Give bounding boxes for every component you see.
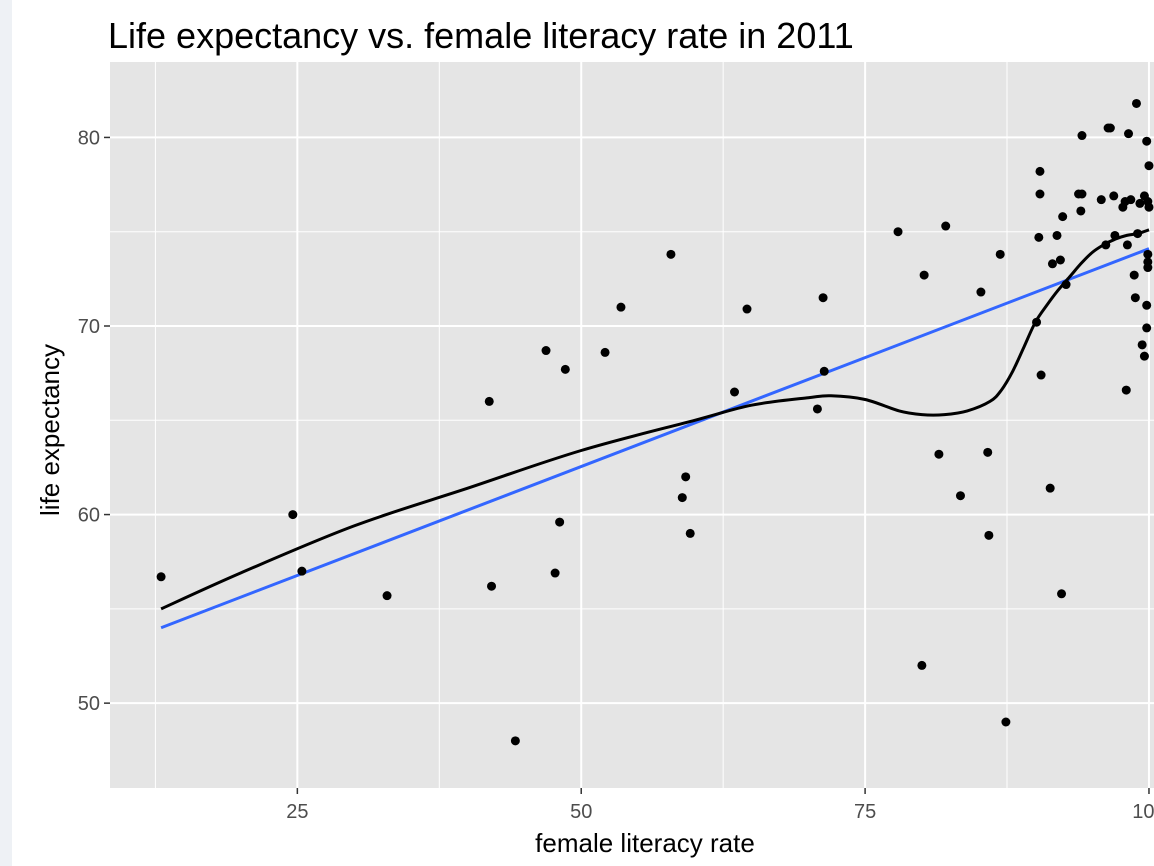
data-point bbox=[1121, 385, 1131, 395]
data-point bbox=[1047, 259, 1057, 269]
data-point bbox=[1142, 136, 1152, 146]
data-point bbox=[1109, 191, 1119, 201]
data-point bbox=[487, 581, 497, 591]
data-point bbox=[934, 449, 944, 459]
x-axis-ticks: 25 50 75 100 bbox=[286, 788, 1154, 823]
data-point bbox=[976, 287, 986, 297]
data-point bbox=[1144, 202, 1154, 212]
data-point bbox=[1110, 230, 1120, 240]
data-point bbox=[919, 270, 929, 280]
minor-gridlines bbox=[110, 62, 1154, 798]
data-point bbox=[510, 736, 520, 746]
data-point bbox=[955, 491, 965, 501]
data-point bbox=[812, 404, 822, 414]
fit-lines bbox=[160, 228, 1150, 630]
data-point bbox=[1077, 189, 1087, 199]
linear-fit-line bbox=[160, 247, 1150, 630]
data-points bbox=[156, 98, 1154, 746]
data-point bbox=[677, 493, 687, 503]
data-point bbox=[156, 572, 166, 582]
data-point bbox=[1142, 323, 1152, 333]
data-point bbox=[541, 346, 551, 356]
x-axis-title: female literacy rate bbox=[535, 828, 755, 858]
data-point bbox=[685, 528, 695, 538]
data-point bbox=[555, 517, 565, 527]
y-tick-label: 60 bbox=[78, 505, 100, 527]
data-point bbox=[995, 249, 1005, 259]
data-point bbox=[742, 304, 752, 314]
data-point bbox=[681, 472, 691, 482]
data-point bbox=[1101, 240, 1111, 250]
data-point bbox=[1130, 293, 1140, 303]
x-tick-label: 75 bbox=[854, 801, 876, 823]
x-tick-label: 25 bbox=[286, 801, 308, 823]
data-point bbox=[1126, 195, 1136, 205]
plot-panel bbox=[110, 62, 1154, 788]
data-point bbox=[1034, 232, 1044, 242]
data-point bbox=[941, 221, 951, 231]
data-point bbox=[1032, 317, 1042, 327]
data-point bbox=[1058, 212, 1068, 222]
data-point bbox=[1045, 483, 1055, 493]
y-tick-label: 80 bbox=[78, 127, 100, 149]
data-point bbox=[297, 566, 307, 576]
y-tick-label: 70 bbox=[78, 316, 100, 338]
data-point bbox=[1052, 230, 1062, 240]
data-point bbox=[1139, 351, 1149, 361]
data-point bbox=[1001, 717, 1011, 727]
y-axis-title: life expectancy bbox=[35, 344, 65, 516]
data-point bbox=[1143, 263, 1153, 273]
data-point bbox=[1122, 240, 1132, 250]
data-point bbox=[288, 510, 298, 520]
data-point bbox=[1076, 206, 1086, 216]
y-tick-label: 50 bbox=[78, 693, 100, 715]
data-point bbox=[550, 568, 560, 578]
chart-title: Life expectancy vs. female literacy rate… bbox=[108, 15, 854, 56]
data-point bbox=[600, 347, 610, 357]
data-point bbox=[1036, 370, 1046, 380]
data-point bbox=[983, 447, 993, 457]
data-point bbox=[666, 249, 676, 259]
data-point bbox=[984, 530, 994, 540]
data-point bbox=[819, 366, 829, 376]
data-point bbox=[1061, 280, 1071, 290]
data-point bbox=[1135, 198, 1145, 208]
data-point bbox=[484, 396, 494, 406]
data-point bbox=[1124, 129, 1134, 139]
data-point bbox=[1035, 189, 1045, 199]
data-point bbox=[730, 387, 740, 397]
data-point bbox=[1129, 270, 1139, 280]
data-point bbox=[560, 364, 570, 374]
data-point bbox=[1131, 98, 1141, 108]
data-point bbox=[917, 660, 927, 670]
data-point bbox=[1057, 589, 1067, 599]
data-point bbox=[1142, 300, 1152, 310]
data-point bbox=[1096, 195, 1106, 205]
y-axis-ticks: 50 60 70 80 bbox=[78, 127, 110, 715]
data-point bbox=[1137, 340, 1147, 350]
x-tick-label: 100 bbox=[1132, 801, 1154, 823]
major-gridlines bbox=[110, 62, 1154, 788]
data-point bbox=[1143, 249, 1153, 259]
data-point bbox=[818, 293, 828, 303]
x-tick-label: 50 bbox=[570, 801, 592, 823]
data-point bbox=[1055, 255, 1065, 265]
loess-smooth-line bbox=[160, 228, 1150, 611]
data-point bbox=[1035, 166, 1045, 176]
data-point bbox=[1144, 161, 1154, 171]
data-point bbox=[893, 227, 903, 237]
data-point bbox=[1133, 229, 1143, 239]
data-point bbox=[1077, 131, 1087, 141]
scatter-plot: Life expectancy vs. female literacy rate… bbox=[35, 15, 1154, 858]
data-point bbox=[382, 591, 392, 601]
data-point bbox=[616, 302, 626, 312]
data-point bbox=[1105, 123, 1115, 133]
